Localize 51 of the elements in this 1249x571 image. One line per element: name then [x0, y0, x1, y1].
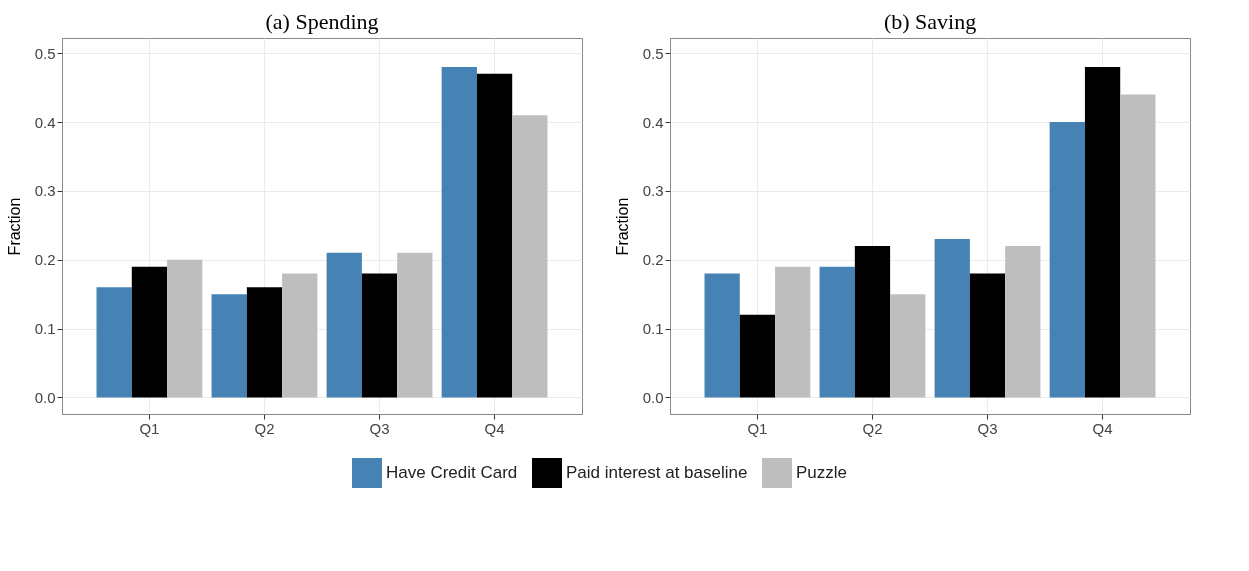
bar [397, 252, 433, 398]
y-tick-label: 0.0 [642, 388, 664, 406]
bar [704, 273, 740, 398]
bar [934, 239, 970, 398]
bar [775, 266, 811, 398]
bar [167, 259, 203, 398]
bar [211, 294, 247, 398]
bar [1084, 66, 1121, 398]
bar [282, 273, 318, 398]
bar [1049, 122, 1085, 398]
y-tick-label: 0.3 [642, 182, 664, 200]
x-tick-label: Q4 [1092, 419, 1113, 437]
bar [361, 273, 398, 398]
bar [1120, 94, 1156, 398]
x-tick-label: Q2 [862, 419, 883, 437]
y-axis-title: Fraction [613, 197, 631, 256]
legend-label: Paid interest at baseline [566, 463, 748, 482]
bar [441, 66, 477, 398]
bar [326, 252, 362, 398]
x-tick-label: Q2 [254, 419, 275, 437]
bar [512, 115, 548, 398]
y-tick-label: 0.5 [34, 44, 56, 62]
y-tick-label: 0.2 [34, 251, 56, 269]
y-tick-label: 0.0 [34, 388, 56, 406]
y-tick-label: 0.2 [642, 251, 664, 269]
bar [96, 287, 132, 398]
bar [246, 287, 283, 398]
y-tick-label: 0.1 [34, 320, 56, 338]
x-tick-label: Q3 [977, 419, 998, 437]
x-tick-label: Q1 [747, 419, 768, 437]
x-tick-label: Q4 [484, 419, 505, 437]
legend-label: Puzzle [796, 463, 848, 482]
y-tick-label: 0.3 [34, 182, 56, 200]
bar [890, 294, 926, 398]
y-axis-title: Fraction [5, 197, 23, 256]
y-tick-label: 0.5 [642, 44, 664, 62]
chart-title: (b) Saving [883, 9, 977, 34]
bar [854, 245, 891, 398]
bar [476, 73, 513, 398]
bar [131, 266, 168, 398]
chart-title: (a) Spending [265, 9, 379, 34]
bar [819, 266, 855, 398]
x-tick-label: Q1 [139, 419, 160, 437]
bar [739, 314, 776, 398]
bar [1005, 245, 1041, 398]
legend-label: Have Credit Card [386, 463, 518, 482]
bar [969, 273, 1006, 398]
y-tick-label: 0.4 [642, 113, 664, 131]
x-tick-label: Q3 [369, 419, 390, 437]
y-tick-label: 0.4 [34, 113, 56, 131]
y-tick-label: 0.1 [642, 320, 664, 338]
